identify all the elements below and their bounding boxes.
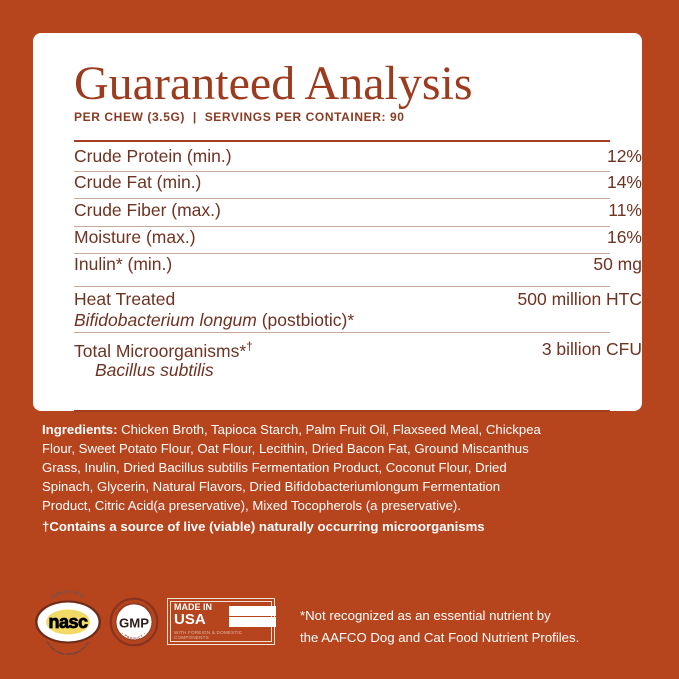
svg-text:GMP: GMP [119, 615, 149, 630]
svg-text:QUALITY SEAL: QUALITY SEAL [50, 589, 86, 600]
svg-text:nasc: nasc [48, 612, 88, 632]
